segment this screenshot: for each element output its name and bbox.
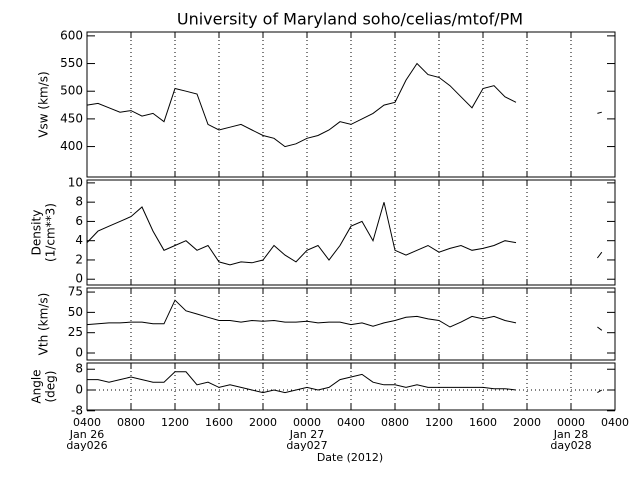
x-tick-label: 0800	[381, 416, 409, 429]
x-axis-label: Date (2012)	[317, 451, 383, 464]
panel-frame	[86, 179, 616, 286]
y-tick-label: 600	[60, 28, 83, 42]
data-line	[86, 202, 603, 266]
data-line	[87, 371, 603, 394]
y-tick-label: 0	[75, 272, 83, 286]
data-line	[86, 62, 602, 148]
date-label: day027	[286, 439, 327, 452]
y-tick-label: 4	[75, 233, 83, 247]
y-axis-label: Angle	[30, 369, 44, 403]
y-tick-label: 0	[75, 346, 83, 360]
y-tick-label: 450	[60, 111, 83, 125]
x-tick-label: 1200	[161, 416, 189, 429]
y-tick-label: -8	[71, 403, 83, 417]
y-axis-label: Vsw (km/s)	[37, 71, 51, 137]
x-tick-label: 2000	[513, 416, 541, 429]
x-tick-label: 0000	[557, 416, 585, 429]
y-tick-label: 550	[60, 56, 83, 70]
x-tick-label: 1600	[469, 416, 497, 429]
panel-frame	[86, 362, 616, 411]
y-tick-label: 8	[75, 195, 83, 209]
y-axis-label: (deg)	[44, 371, 58, 403]
date-label: Jan 28	[553, 428, 588, 441]
y-tick-label: 25	[68, 325, 83, 339]
y-tick-label: 50	[68, 305, 83, 319]
y-tick-label: 8	[75, 362, 83, 376]
date-label: Jan 27	[289, 428, 324, 441]
x-tick-label: 2000	[249, 416, 277, 429]
y-tick-label: 500	[60, 84, 83, 98]
y-axis-label: (1/cm**3)	[44, 203, 58, 262]
x-tick-label: 0000	[293, 416, 321, 429]
panel-frame	[86, 287, 616, 361]
data-line	[86, 299, 603, 331]
panel-frame	[86, 31, 616, 178]
date-label: Jan 26	[69, 428, 104, 441]
y-axis-label: Density	[30, 210, 44, 256]
x-tick-label: 1200	[425, 416, 453, 429]
y-tick-label: 0	[75, 383, 83, 397]
date-label: day028	[550, 439, 591, 452]
y-tick-label: 75	[68, 285, 83, 299]
y-tick-label: 10	[68, 175, 83, 189]
x-tick-label: 0400	[601, 416, 629, 429]
chart-title: University of Maryland soho/celias/mtof/…	[177, 10, 523, 29]
y-axis-label: Vth (km/s)	[37, 293, 51, 356]
x-tick-label: 0400	[337, 416, 365, 429]
y-tick-label: 400	[60, 139, 83, 153]
y-tick-label: 2	[75, 252, 83, 266]
x-tick-label: 0800	[117, 416, 145, 429]
x-tick-label: 0400	[73, 416, 101, 429]
date-label: day026	[66, 439, 107, 452]
y-tick-label: 6	[75, 214, 83, 228]
x-tick-label: 1600	[205, 416, 233, 429]
